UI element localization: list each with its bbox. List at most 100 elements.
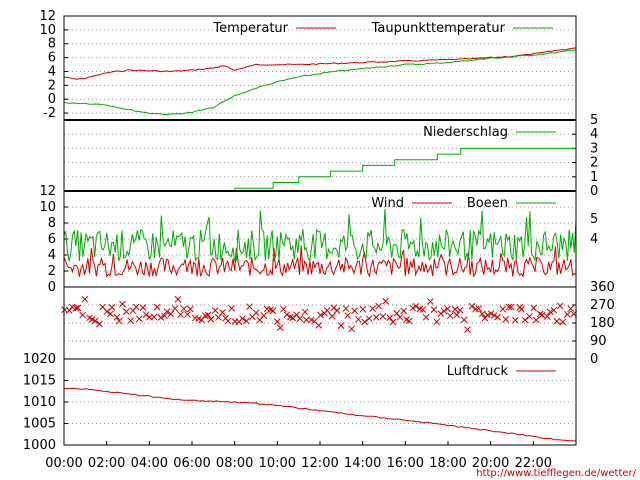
scatter-point	[372, 314, 380, 321]
scatter-point	[65, 307, 73, 314]
scatter-point	[186, 305, 194, 313]
panel-4: 0 90 180 270 360	[61, 280, 615, 367]
scatter-point	[484, 311, 491, 319]
scatter-point	[538, 311, 546, 319]
scatter-point	[273, 318, 281, 325]
scatter-point	[351, 307, 359, 315]
scatter-point	[246, 303, 253, 311]
legend-label: Temperatur	[212, 21, 288, 36]
scatter-point	[348, 325, 355, 333]
y-tick-label: 6	[48, 232, 56, 247]
y-tick-label: 180	[590, 316, 615, 331]
scatter-point	[153, 303, 161, 311]
scatter-point	[74, 304, 82, 312]
y-tick-label: 6	[48, 51, 56, 66]
x-tick-label: 14:00	[344, 456, 381, 471]
scatter-point	[289, 314, 297, 322]
x-tick-label: 02:00	[88, 456, 125, 471]
scatter-point	[512, 316, 519, 324]
scatter-point	[122, 308, 130, 315]
y-tick-label: -2	[43, 106, 56, 121]
scatter-point	[207, 315, 215, 323]
x-axis: 00:00 02:00 04:00 06:00 08:00 10:00 12:00 14:00…	[45, 441, 552, 471]
scatter-point	[342, 305, 350, 312]
scatter-point	[530, 304, 538, 312]
scatter-point	[91, 317, 99, 325]
series-line-wind	[63, 245, 577, 278]
scatter-point	[96, 320, 103, 328]
scatter-point	[315, 322, 323, 329]
scatter-point	[337, 322, 345, 330]
scatter-point	[433, 318, 441, 326]
scatter-point	[260, 312, 268, 319]
scatter-point	[107, 310, 114, 318]
scatter-point	[239, 315, 246, 322]
scatter-point	[224, 317, 232, 325]
scatter-point	[490, 312, 498, 319]
scatter-point	[184, 311, 191, 318]
y-tick-label-right: 4	[590, 232, 598, 247]
scatter-point	[296, 315, 304, 323]
scatter-point	[276, 324, 284, 331]
y-tick-label: 0	[48, 280, 56, 295]
y-tick-label: 12	[39, 184, 56, 199]
scatter-point	[359, 305, 367, 313]
y-tick-label: 1005	[23, 417, 56, 432]
watermark-link[interactable]: http://www.tiefflegen.de/wetter/	[476, 468, 636, 479]
legend-label: Luftdruck	[447, 364, 509, 379]
scatter-point	[379, 312, 387, 320]
y-tick-label: 270	[590, 298, 615, 313]
scatter-point	[81, 295, 89, 303]
scatter-point	[536, 310, 544, 318]
series-line-taupunkttemperatur	[63, 49, 577, 115]
legend-label: Boeen	[467, 196, 508, 211]
y-tick-label: 360	[590, 280, 615, 295]
scatter-point	[526, 313, 533, 320]
scatter-point	[269, 307, 277, 315]
scatter-point	[163, 308, 171, 315]
panel-5: 1000 1005 1010 1015 1020 Luftdruck	[23, 352, 577, 453]
x-tick-label: 10:00	[259, 456, 296, 471]
series-line-niederschlag	[64, 147, 576, 192]
scatter-point	[301, 308, 309, 316]
scatter-point	[550, 306, 558, 314]
scatter-point	[161, 312, 168, 320]
x-tick-label: 00:00	[45, 456, 82, 471]
scatter-point	[382, 297, 389, 305]
scatter-point	[135, 315, 143, 323]
scatter-point	[283, 311, 291, 319]
scatter-point	[365, 315, 373, 322]
legend-label: Taupunkttemperatur	[371, 21, 506, 36]
scatter-point	[396, 313, 404, 321]
scatter-point	[280, 305, 287, 313]
scatter-point	[211, 307, 219, 314]
scatter-point	[430, 306, 438, 313]
scatter-point	[72, 304, 80, 312]
scatter-point	[150, 313, 158, 321]
scatter-point	[494, 313, 501, 321]
scatter-point	[113, 313, 121, 321]
y-tick-label: 4	[48, 248, 56, 263]
y-tick-label: 1	[590, 170, 598, 185]
y-tick-label: 0	[590, 184, 598, 199]
scatter-point	[502, 316, 510, 323]
scatter-point	[132, 303, 140, 311]
scatter-point	[174, 295, 182, 303]
scatter-point	[507, 303, 515, 311]
scatter-point	[323, 307, 331, 314]
y-tick-label: 8	[48, 37, 56, 52]
scatter-point	[518, 306, 525, 313]
scatter-point	[499, 305, 507, 313]
scatter-point	[344, 312, 352, 319]
y-tick-label: 10	[39, 200, 56, 215]
scatter-point	[521, 316, 529, 324]
series-line-boeen	[63, 208, 577, 263]
y-tick-label: 1020	[23, 352, 56, 367]
scatter-point	[361, 318, 369, 326]
scatter-point	[543, 313, 551, 320]
scatter-point	[108, 303, 116, 311]
scatter-point	[427, 298, 434, 305]
